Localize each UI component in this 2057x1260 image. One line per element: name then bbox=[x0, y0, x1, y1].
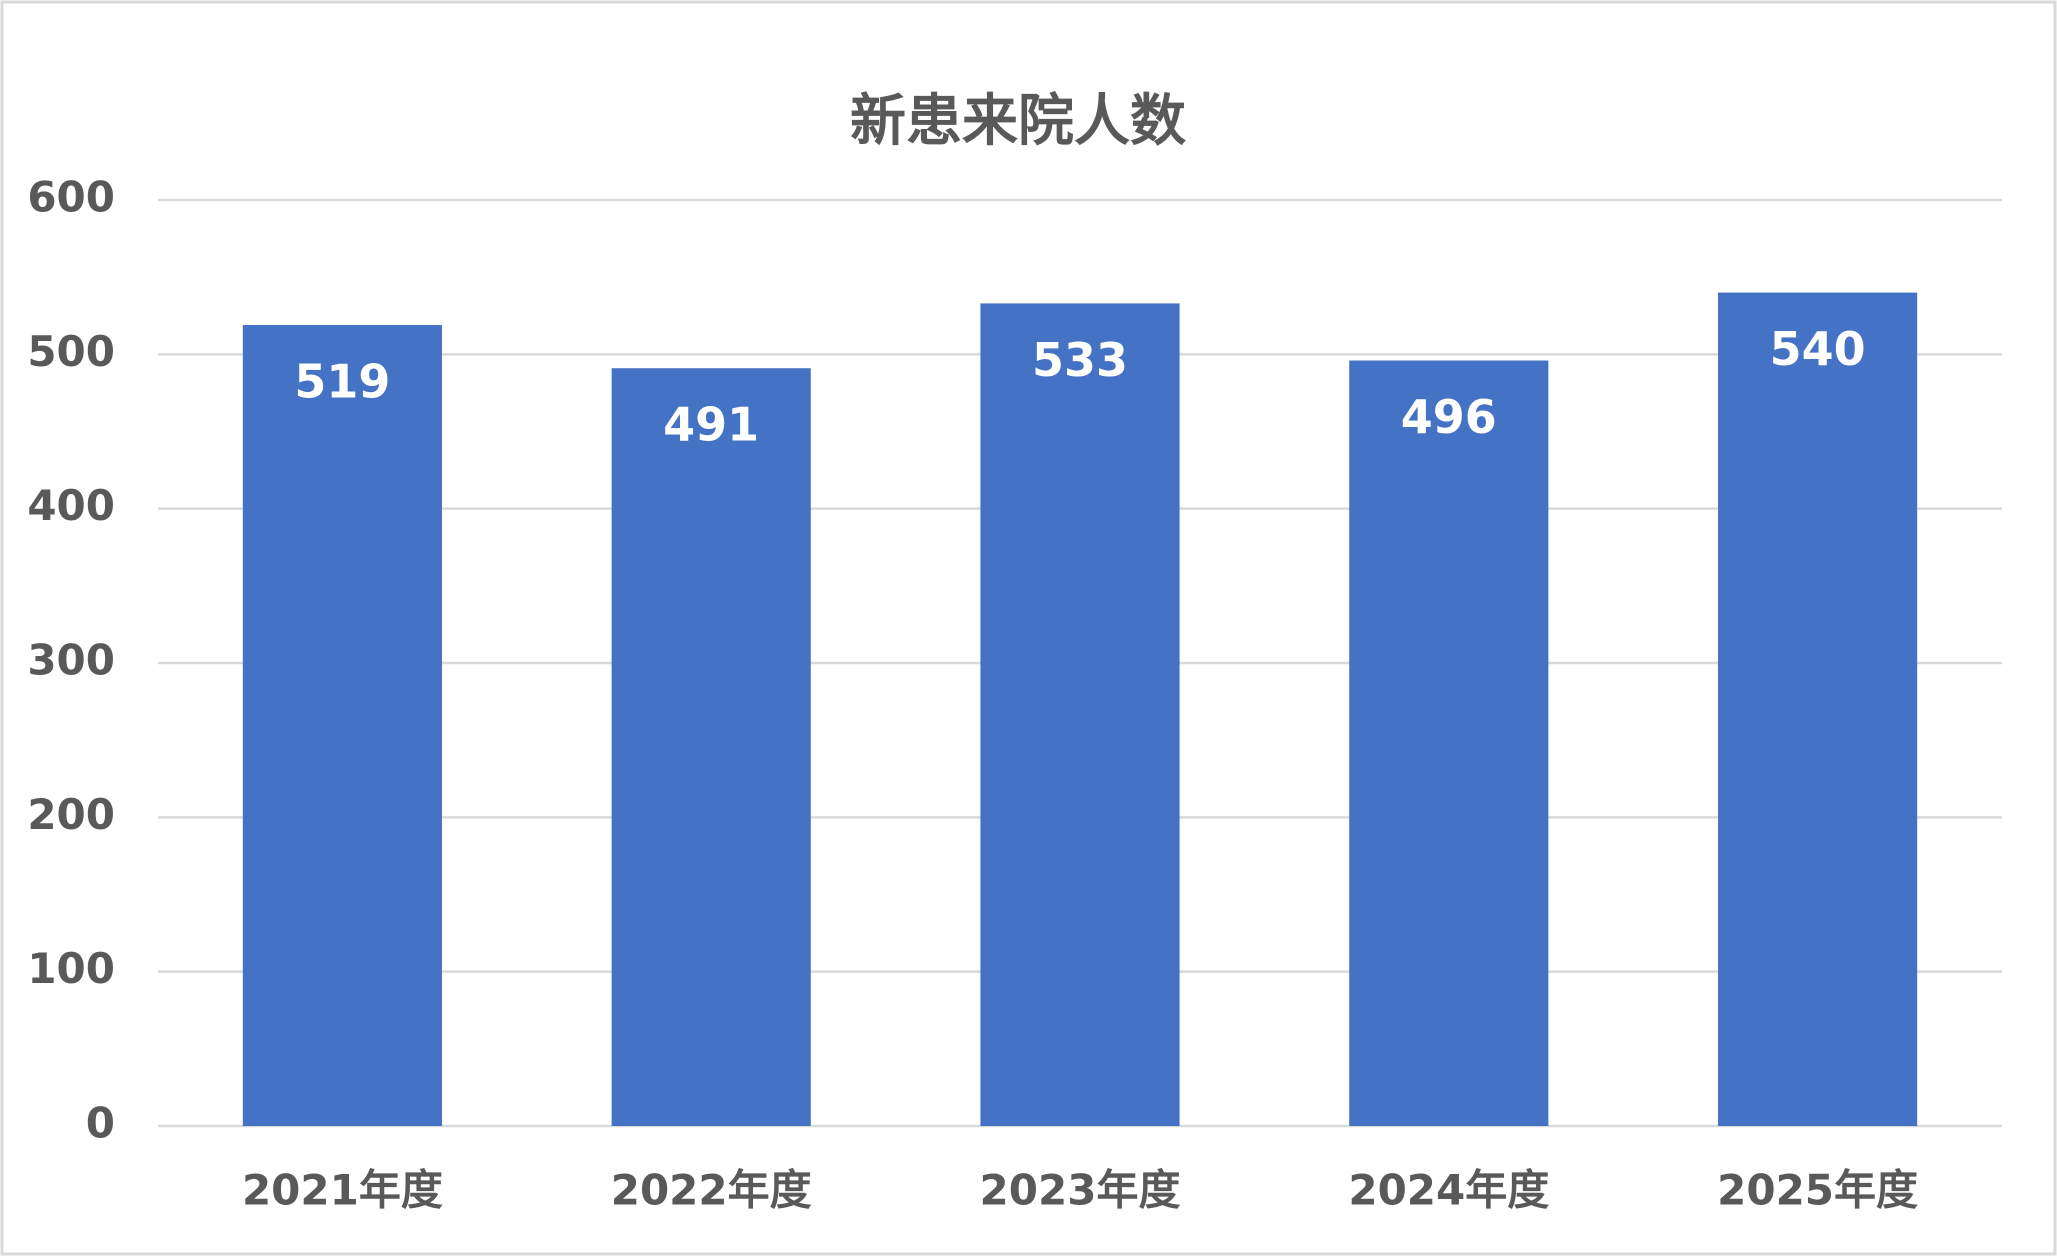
y-tick-label: 400 bbox=[27, 481, 115, 530]
y-tick-label: 600 bbox=[27, 173, 115, 222]
y-tick-label: 200 bbox=[27, 790, 115, 839]
x-tick-label: 2025年度 bbox=[1717, 1166, 1918, 1215]
value-label: 519 bbox=[294, 355, 390, 409]
value-label: 491 bbox=[663, 398, 759, 452]
x-tick-label: 2022年度 bbox=[611, 1166, 812, 1215]
value-label: 540 bbox=[1770, 322, 1866, 376]
bar bbox=[611, 368, 811, 1126]
x-tick-label: 2023年度 bbox=[980, 1166, 1181, 1215]
y-tick-label: 100 bbox=[27, 944, 115, 993]
y-tick-label: 300 bbox=[27, 636, 115, 685]
chart-title: 新患来院人数 bbox=[850, 89, 1186, 154]
x-tick-label: 2021年度 bbox=[242, 1166, 443, 1215]
x-tick-label: 2024年度 bbox=[1348, 1166, 1549, 1215]
y-tick-label: 500 bbox=[27, 327, 115, 376]
bar bbox=[1349, 360, 1549, 1126]
bar bbox=[980, 303, 1180, 1126]
bar bbox=[1718, 292, 1918, 1127]
y-tick-label: 0 bbox=[86, 1099, 115, 1148]
bar bbox=[242, 325, 442, 1126]
value-label: 496 bbox=[1401, 390, 1497, 444]
value-label: 533 bbox=[1032, 333, 1128, 387]
